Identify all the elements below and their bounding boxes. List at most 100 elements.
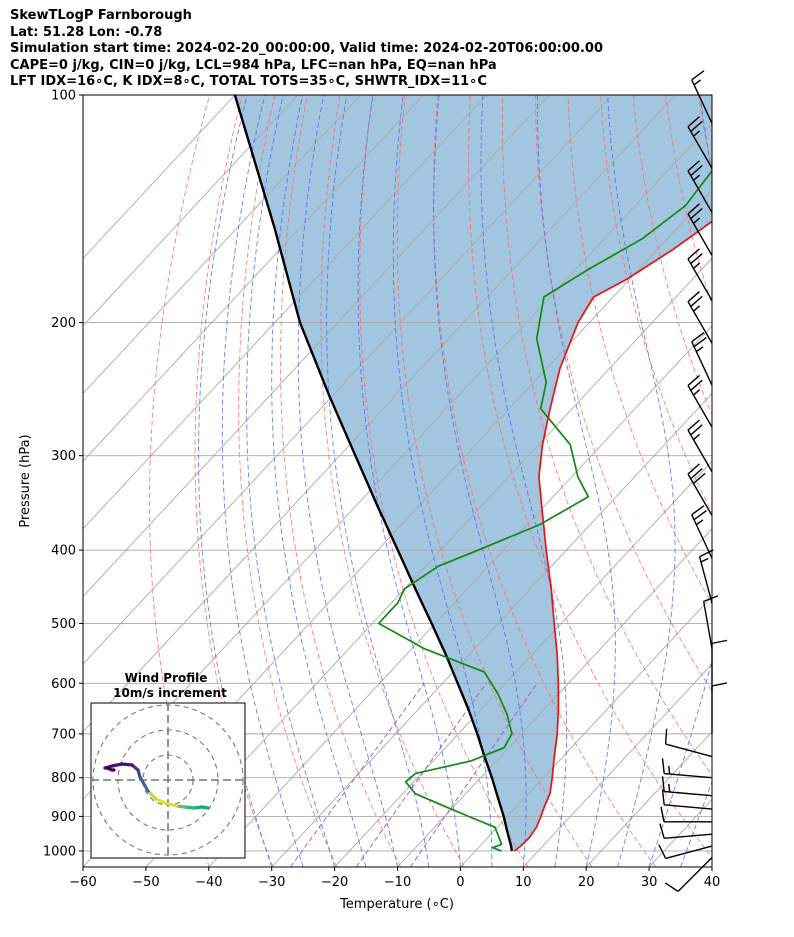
wind-barb-flag <box>687 203 700 215</box>
wind-barb-staff <box>664 804 713 810</box>
mixing-ratio-lines <box>290 683 538 867</box>
dry-adiabat <box>194 95 274 867</box>
wind-barb <box>687 291 713 344</box>
isotherm-line <box>208 325 712 867</box>
wind-barb-staff <box>691 341 713 386</box>
wind-barb <box>661 789 713 810</box>
wind-barb-flag <box>687 463 700 475</box>
isotherm-line <box>83 95 676 733</box>
isotherm-line <box>83 95 424 462</box>
y-tick-label: 400 <box>51 544 76 559</box>
x-tick-label: −50 <box>132 875 159 890</box>
wind-barb-staff <box>687 301 713 344</box>
wind-barb-flag <box>690 295 703 307</box>
wind-barb-flag <box>691 332 705 343</box>
dry-adiabat <box>396 95 593 867</box>
wind-barb <box>659 823 713 840</box>
wind-barb-half-flag <box>668 765 671 775</box>
isotherm-line <box>83 95 613 665</box>
wind-barb-flag <box>687 160 700 172</box>
wind-barb-half-flag <box>693 262 701 269</box>
moist-adiabat <box>433 95 527 867</box>
wind-barb-flag <box>690 207 703 220</box>
dry-adiabat <box>763 95 794 867</box>
x-tick-label: −40 <box>195 875 222 890</box>
wind-barb-half-flag <box>668 783 671 793</box>
temperature-profile <box>513 220 712 852</box>
hodograph-subtitle: 10m/s increment <box>113 686 227 700</box>
wind-barb-flag <box>659 823 665 839</box>
moist-adiabat <box>357 95 461 867</box>
hodograph-trace <box>91 703 245 858</box>
isotherm-line <box>397 528 712 867</box>
isotherm-line <box>334 460 712 867</box>
wind-barb <box>691 332 713 386</box>
dry-adiabat <box>534 95 712 692</box>
wind-barb-staff <box>687 258 713 301</box>
wind-barb-staff <box>687 473 713 516</box>
wind-barb-flag <box>711 682 728 687</box>
wind-barb-flag <box>690 424 703 436</box>
moist-adiabat <box>198 95 273 867</box>
wind-barb <box>687 248 713 301</box>
wind-barb <box>661 776 713 797</box>
mixing-ratio-line <box>290 683 425 867</box>
wind-barb-staff <box>687 429 713 473</box>
cape-cin-shading <box>234 95 712 851</box>
y-tick-label: 800 <box>51 771 76 786</box>
wind-barb <box>691 70 713 124</box>
wind-barb-staff <box>665 845 713 860</box>
wind-barb-flag <box>699 549 714 558</box>
wind-barb-half-flag <box>693 389 701 396</box>
wind-barb-staff <box>687 126 713 169</box>
isotherm-line <box>145 257 712 867</box>
wind-barb-flag <box>687 419 700 431</box>
hodograph-segment <box>146 789 158 801</box>
wind-barb-staff <box>702 601 713 649</box>
wind-barb <box>664 728 713 758</box>
y-tick-label: 300 <box>51 449 76 464</box>
title-line-location: Lat: 51.28 Lon: -0.78 <box>10 24 163 40</box>
wind-barb <box>711 682 728 734</box>
mixing-ratio-line <box>410 683 538 867</box>
x-tick-label: −20 <box>321 875 348 890</box>
title-line-indices: LFT IDX=16∘C, K IDX=8∘C, TOTAL TOTS=35∘C… <box>10 74 487 89</box>
wind-barb <box>687 374 713 428</box>
wind-barb-flag <box>687 116 700 128</box>
x-tick-label: −60 <box>69 875 96 890</box>
dry-adiabat <box>433 95 657 867</box>
title-line-times: Simulation start time: 2024-02-20_00:00:… <box>10 41 603 56</box>
y-axis-ticks: 1000 900 800 700 600 500 400 300 200 100 <box>43 89 83 859</box>
moist-adiabat <box>480 95 568 867</box>
isotherm-line <box>83 95 550 598</box>
wind-barb <box>687 203 713 256</box>
wind-barb-flag <box>690 120 703 132</box>
isotherm-line <box>775 95 794 867</box>
dry-adiabat <box>238 95 338 867</box>
x-tick-label: 10 <box>515 875 532 890</box>
wind-barbs <box>658 70 728 893</box>
hodograph-title: Wind Profile <box>125 671 208 685</box>
hodograph-segment <box>163 801 179 808</box>
isotherm-line <box>522 663 712 867</box>
wind-barb-staff <box>664 790 713 797</box>
x-tick-label: −30 <box>258 875 285 890</box>
wind-barb-staff <box>664 772 713 779</box>
isotherm-line <box>460 595 712 867</box>
y-tick-label: 200 <box>51 316 76 331</box>
y-axis-label: Pressure (hPa) <box>18 434 33 527</box>
sounding-profiles <box>233 95 712 852</box>
moist-adiabat <box>392 95 493 867</box>
wind-barb-flag <box>664 882 679 893</box>
wind-barb-flag <box>693 510 707 521</box>
y-tick-label: 100 <box>51 89 76 104</box>
x-tick-label: 30 <box>641 875 658 890</box>
wind-barb-flag <box>690 253 703 265</box>
wind-barb <box>660 806 712 823</box>
isotherm-line <box>585 731 712 867</box>
wind-barb-staff <box>691 79 713 124</box>
wind-barb-flag <box>693 472 706 485</box>
wind-barb-half-flag <box>700 557 709 563</box>
wind-barb <box>687 116 713 169</box>
parcel-temperature-shading <box>234 95 712 851</box>
